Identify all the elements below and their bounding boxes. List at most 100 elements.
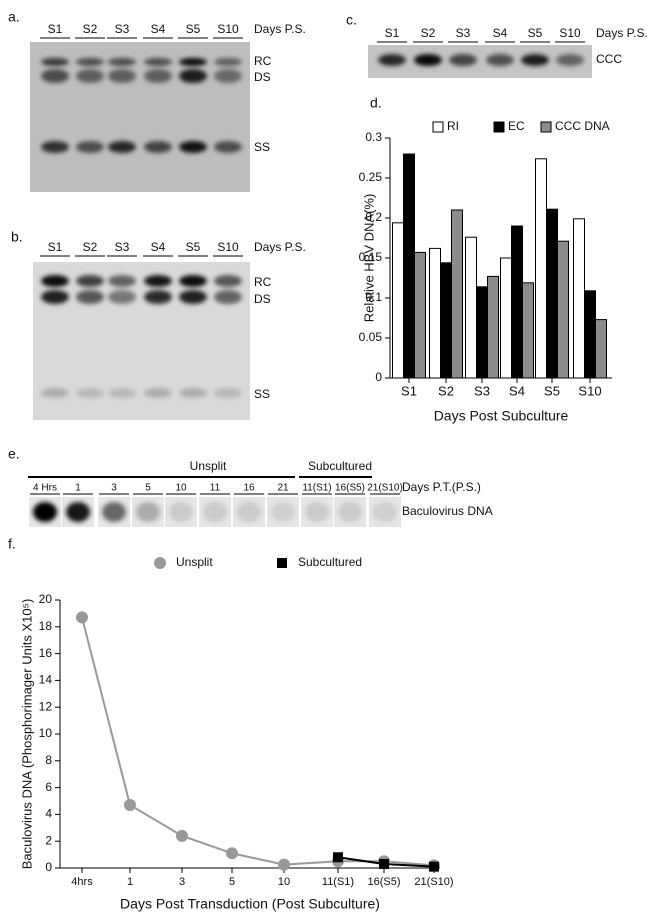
legend-swatch — [540, 121, 552, 133]
lane-label: 11 — [210, 483, 221, 494]
y-axis-label: Baculovirus DNA (Phosphorimager Units X1… — [19, 599, 34, 870]
lane-label: S3 — [456, 26, 471, 40]
bar — [403, 153, 415, 379]
band — [76, 69, 104, 83]
lane-label: 10 — [175, 483, 187, 494]
band — [76, 275, 104, 287]
y-tick-label: 0.15 — [359, 250, 383, 264]
bar — [392, 222, 404, 379]
band — [136, 502, 160, 522]
band — [179, 275, 207, 287]
y-tick-label: 6 — [45, 780, 52, 794]
lane-label: S2 — [83, 22, 98, 36]
legend-label: EC — [508, 119, 525, 133]
lane-label: 21(S10) — [367, 483, 403, 494]
group-label: Subcultured — [308, 459, 372, 473]
band — [41, 290, 69, 304]
band — [214, 58, 242, 66]
x-tick-label: 4hrs — [71, 876, 93, 888]
band — [76, 290, 104, 304]
band — [203, 502, 227, 522]
band — [449, 54, 477, 66]
legend-marker — [154, 557, 166, 569]
band-label: DS — [254, 70, 271, 84]
band-label: DS — [254, 292, 271, 306]
band — [41, 275, 69, 287]
bar — [440, 262, 452, 379]
y-tick-label: 20 — [39, 592, 53, 606]
band — [33, 502, 57, 522]
y-tick-label: 0 — [375, 370, 382, 384]
band — [214, 275, 242, 287]
x-tick-label: 1 — [127, 876, 133, 888]
y-tick-label: 4 — [45, 807, 52, 821]
legend-swatch — [493, 121, 505, 133]
legend-label: RI — [447, 119, 459, 133]
lane-label: 1 — [75, 483, 81, 494]
bar — [546, 208, 558, 379]
bar — [414, 251, 426, 379]
bar — [535, 158, 547, 379]
band — [179, 69, 207, 83]
x-tick-label: S1 — [401, 383, 417, 398]
panel-label: f. — [8, 536, 16, 552]
band — [144, 290, 172, 304]
x-axis-label: Days Post Transduction (Post Subculture) — [120, 896, 380, 912]
band — [214, 141, 242, 153]
bar — [584, 290, 596, 379]
legend-label: Subcultured — [298, 555, 362, 569]
panel-label: a. — [8, 9, 20, 25]
lane-axis-label: Days P.T.(P.S.) — [402, 480, 481, 494]
band — [66, 502, 90, 522]
x-tick-label: 10 — [278, 876, 290, 888]
bar — [500, 257, 512, 379]
x-tick-label: 21(S10) — [414, 876, 453, 888]
band — [521, 54, 549, 66]
band — [108, 58, 136, 66]
lane-label: 11(S1) — [302, 483, 331, 494]
legend-swatch — [432, 121, 444, 133]
band — [305, 502, 329, 522]
band — [41, 58, 69, 66]
band — [179, 58, 207, 66]
lane-label: S5 — [186, 240, 201, 254]
y-tick-label: 2 — [45, 833, 52, 847]
band-label: RC — [254, 275, 272, 289]
y-tick-label: 12 — [39, 699, 53, 713]
lane-axis-label: Days P.S. — [254, 22, 306, 36]
band — [179, 141, 207, 153]
lane-label: 5 — [145, 483, 151, 494]
lane-label: S3 — [115, 240, 130, 254]
lane-label: S5 — [186, 22, 201, 36]
lane-label: S4 — [151, 240, 166, 254]
lane-label: S4 — [493, 26, 508, 40]
y-tick-label: 0.2 — [365, 210, 382, 224]
lane-label: S2 — [83, 240, 98, 254]
band — [76, 141, 104, 153]
band-label: RC — [254, 54, 272, 68]
band — [102, 502, 126, 522]
band-label: CCC — [596, 52, 622, 66]
blot — [30, 42, 250, 192]
x-tick-label: S3 — [474, 383, 490, 398]
x-tick-label: S5 — [544, 383, 560, 398]
x-tick-label: 11(S1) — [322, 876, 354, 888]
band — [214, 290, 242, 304]
band — [214, 69, 242, 83]
point — [379, 858, 389, 869]
band — [76, 388, 104, 398]
lane-label: 3 — [111, 483, 117, 494]
lane-axis-label: Days P.S. — [254, 240, 306, 254]
bar — [487, 275, 499, 379]
x-axis-label: Days Post Subculture — [434, 408, 569, 424]
band — [76, 58, 104, 66]
y-tick-label: 14 — [39, 673, 53, 687]
band-label: SS — [254, 387, 270, 401]
bar — [476, 286, 488, 379]
panel-label: d. — [370, 95, 382, 111]
band — [556, 54, 584, 66]
panel-label: e. — [8, 446, 20, 462]
lane-label: S1 — [385, 26, 400, 40]
band — [41, 388, 69, 398]
lane-label: S3 — [115, 22, 130, 36]
